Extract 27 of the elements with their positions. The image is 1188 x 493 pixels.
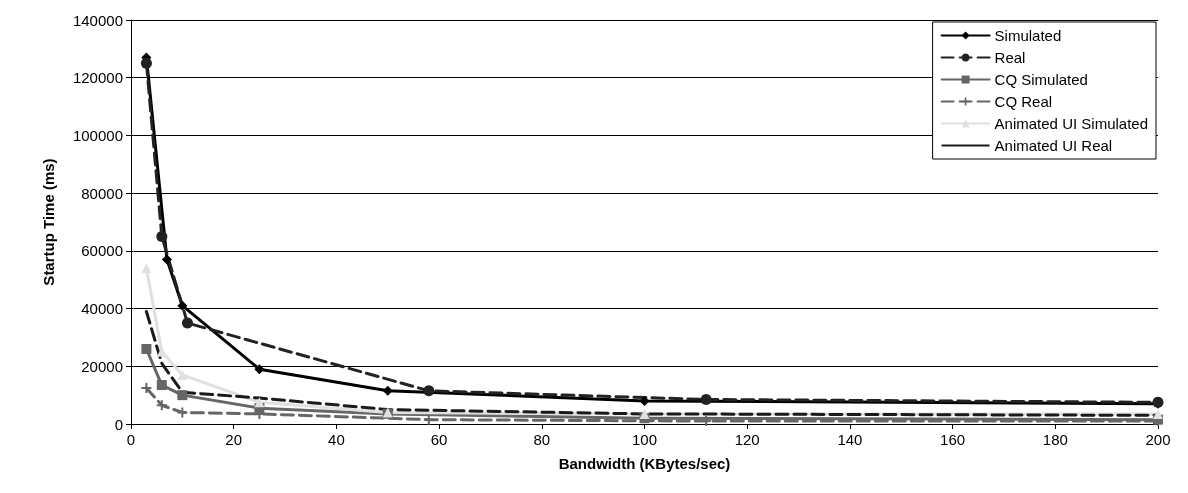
y-tick-label: 120000 bbox=[72, 69, 123, 87]
x-tick-label: 20 bbox=[225, 431, 243, 448]
x-axis-title: Bandwidth (KBytes/sec) bbox=[558, 455, 731, 472]
legend-label: Animated UI Simulated bbox=[994, 115, 1148, 132]
x-tick-label: 180 bbox=[1042, 431, 1068, 448]
x-tick-label: 140 bbox=[837, 431, 863, 448]
y-tick-label: 40000 bbox=[81, 300, 123, 318]
x-tick-label: 0 bbox=[126, 431, 136, 448]
legend-label: Real bbox=[994, 49, 1026, 66]
legend-label: CQ Simulated bbox=[994, 71, 1088, 88]
y-tick-label: 100000 bbox=[72, 126, 123, 144]
x-tick-label: 200 bbox=[1145, 431, 1171, 448]
y-tick-label: 0 bbox=[114, 415, 123, 433]
y-tick-label: 20000 bbox=[81, 357, 123, 375]
x-tick-label: 80 bbox=[533, 431, 551, 448]
y-axis-title: Startup Time (ms) bbox=[40, 158, 57, 286]
x-tick-label: 60 bbox=[430, 431, 448, 448]
x-tick-label: 40 bbox=[328, 431, 345, 448]
x-tick-label: 160 bbox=[940, 431, 966, 448]
legend-label: CQ Real bbox=[994, 93, 1053, 110]
x-tick-label: 120 bbox=[734, 431, 760, 448]
y-tick-label: 80000 bbox=[81, 184, 123, 202]
y-tick-label: 60000 bbox=[81, 242, 123, 260]
legend-label: Simulated bbox=[994, 27, 1062, 44]
legend-label: Animated UI Real bbox=[994, 137, 1113, 154]
x-tick-label: 100 bbox=[631, 431, 658, 448]
y-tick-label: 140000 bbox=[72, 11, 123, 29]
